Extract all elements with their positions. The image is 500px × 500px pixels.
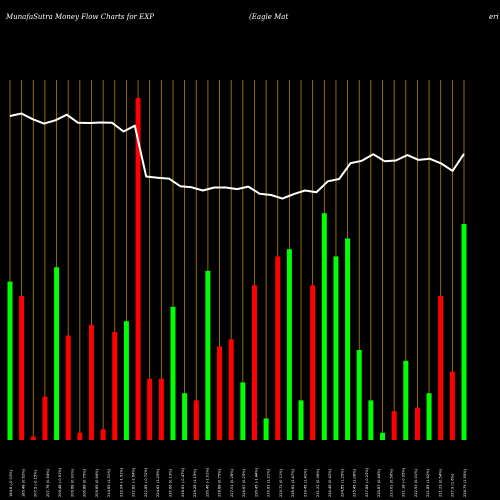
bar-red (217, 346, 223, 440)
x-tick-label: 226.45 (-1.44%) (254, 467, 258, 497)
x-tick-label: 224.46 (0.43%) (328, 468, 332, 497)
x-tick-label: 219.04 (-1.51%) (119, 467, 123, 497)
bar-green (461, 224, 467, 440)
bar-green (333, 256, 339, 440)
bar-red (112, 332, 118, 440)
x-tick-label: 207.5 (-0.15%) (34, 469, 38, 497)
x-tick-label: 221.23 (0.54%) (438, 468, 442, 497)
x-tick-label: 222.82 (-2.64%) (132, 467, 136, 497)
bar-red (251, 285, 257, 440)
x-tick-label: 230.45 (1.41%) (303, 468, 307, 497)
bar-green (123, 321, 129, 440)
x-tick-label: 228.88 (0.75%) (218, 468, 222, 497)
bar-green (368, 400, 374, 440)
x-tick-label: 226.79 (1.55%) (463, 468, 467, 497)
bar-red (228, 339, 234, 440)
bar-green (356, 350, 362, 440)
bar-red (449, 371, 455, 440)
x-tick-label: 228.81 (2.47%) (291, 468, 295, 497)
x-tick-label: 226.28 (1.15%) (193, 468, 197, 497)
x-tick-label: 230.63 (1.21%) (267, 468, 271, 497)
x-tick-label: 222.85 (-0.72%) (144, 467, 148, 497)
bar-green (286, 249, 292, 440)
bar-red (310, 285, 316, 440)
x-tick-label: 223.01 (0.56%) (389, 468, 393, 497)
x-tick-label: 224.65 (1.25%) (340, 468, 344, 497)
bar-green (205, 270, 211, 440)
price-line (9, 112, 465, 200)
bar-green (298, 400, 304, 440)
x-tick-label: 227.9 (1.6%) (451, 473, 455, 497)
bar-red (391, 411, 397, 440)
x-tick-label: 227.01 (0.28%) (230, 468, 234, 497)
x-tick-label: 209.85 (0.64%) (95, 468, 99, 497)
x-tick-label: 222.93 (0.01%) (414, 468, 418, 497)
x-tick-label: 206.48 (-0.61%) (58, 467, 62, 497)
bar-red (414, 407, 420, 440)
x-tick-label: 214.69 (1.31%) (107, 468, 111, 497)
bar-green (54, 267, 60, 440)
bar-red (19, 296, 25, 440)
x-tick-label: 226.46 (-1.01%) (205, 467, 209, 497)
x-tick-label: 225.45 (1.08%) (353, 468, 357, 497)
bar-red (65, 335, 71, 440)
bar-red (88, 324, 94, 440)
x-tick-label: 226.81 (-0.47%) (181, 467, 185, 497)
bar-red (158, 378, 164, 440)
bar-green (7, 281, 13, 440)
x-tick-label: 221.18 (-0.95%) (402, 467, 406, 497)
x-tick-label: 221.89 (1.62%) (426, 468, 430, 497)
bar-green (380, 432, 386, 440)
x-tick-label: 185.48 (0.62%) (21, 468, 25, 497)
chart-title: MunafaSutra Money Flow Charts for EXP (5, 13, 154, 21)
x-tick-label: 231.22 (0.36%) (316, 468, 320, 497)
bar-green (240, 382, 246, 440)
bar-red (193, 400, 199, 440)
x-tick-labels: 184.6 (-0.03%) 185.48 (0.62%) 207.5 (-0.15… (9, 467, 467, 497)
x-tick-label: 224.62 (1.29%) (156, 468, 160, 497)
bar-red (30, 436, 36, 440)
x-tick-label: 206.68 (0.91%) (70, 468, 74, 497)
bar-red (147, 378, 153, 440)
x-tick-label: 206.88 (0.75%) (83, 468, 87, 497)
x-tick-label: 227.84 (-0.23%) (365, 467, 369, 497)
x-tick-label: 207.78 (0.54%) (46, 468, 50, 497)
bar-green (263, 418, 269, 440)
x-tick-label: 232.66 (0.13%) (169, 468, 173, 497)
bar-red (275, 256, 281, 440)
bar-series (7, 98, 467, 440)
bar-red (42, 396, 48, 440)
x-tick-label: 225.87 (0.44%) (377, 468, 381, 497)
bar-red (77, 432, 83, 440)
chart-subtitle: (Eagle Mat (249, 13, 288, 21)
bar-green (426, 393, 432, 440)
x-tick-label: 229.72 (0.11%) (279, 468, 283, 497)
bar-red (438, 296, 444, 440)
bar-green (321, 213, 327, 440)
bar-green (403, 360, 409, 440)
bar-green (345, 238, 351, 440)
x-tick-label: 184.6 (-0.03%) (9, 469, 13, 497)
bar-red (135, 98, 141, 440)
bar-green (170, 306, 176, 440)
chart-title-right-fragment: eri (489, 13, 499, 21)
bar-green (182, 393, 188, 440)
x-tick-label: 226.67 (0.25%) (242, 468, 246, 497)
bar-red (100, 429, 106, 440)
